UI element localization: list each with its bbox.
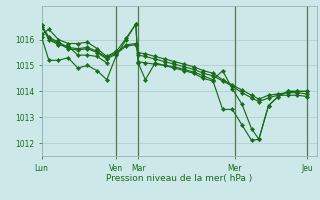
X-axis label: Pression niveau de la mer( hPa ): Pression niveau de la mer( hPa ) [106, 174, 252, 183]
